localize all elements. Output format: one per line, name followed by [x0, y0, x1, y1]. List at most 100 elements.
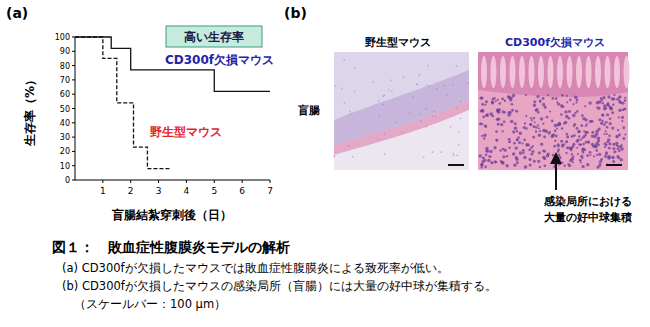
neutrophil-dot	[483, 137, 485, 139]
neutrophil-dot	[582, 143, 585, 146]
neutrophil-dot	[504, 99, 506, 101]
neutrophil-dot	[489, 150, 492, 153]
neutrophil-dot	[577, 153, 579, 155]
neutrophil-dot	[551, 120, 554, 123]
neutrophil-dot	[519, 132, 522, 135]
neutrophil-dot	[605, 121, 608, 124]
annotation-box	[166, 26, 262, 47]
neutrophil-dot	[533, 104, 536, 107]
neutrophil-dot	[576, 127, 579, 130]
cell-dot	[468, 82, 470, 84]
crypt	[519, 56, 525, 88]
neutrophil-dot	[572, 103, 574, 105]
neutrophil-dot	[546, 116, 549, 119]
neutrophil-dot	[593, 155, 595, 157]
neutrophil-dot	[572, 114, 576, 118]
neutrophil-dot	[515, 146, 518, 149]
neutrophil-dot	[533, 160, 536, 163]
neutrophil-dot	[618, 116, 620, 118]
neutrophil-dot	[591, 120, 594, 123]
neutrophil-dot	[515, 110, 518, 113]
y-tick	[72, 151, 75, 152]
neutrophil-dot	[568, 110, 571, 113]
neutrophil-dot	[554, 129, 557, 132]
scale-bar	[606, 164, 622, 166]
neutrophil-dot	[482, 115, 485, 118]
neutrophil-dot	[609, 117, 612, 120]
neutrophil-dot	[549, 111, 551, 113]
cell-dot	[458, 144, 460, 146]
x-tick-label: 6	[239, 186, 245, 196]
neutrophil-dot	[611, 111, 614, 114]
cell-dot	[416, 84, 418, 86]
cell-dot	[460, 118, 462, 120]
neutrophil-dot	[534, 121, 536, 123]
crypt	[529, 56, 535, 88]
neutrophil-dot	[556, 127, 558, 129]
neutrophil-dot	[528, 158, 531, 161]
cell-dot	[333, 156, 335, 158]
neutrophil-dot	[576, 140, 579, 143]
neutrophil-dot	[603, 133, 605, 135]
cell-dot	[384, 153, 386, 155]
neutrophil-dot	[530, 123, 532, 125]
neutrophil-dot	[598, 118, 601, 121]
neutrophil-dot	[605, 130, 607, 132]
neutrophil-dot	[500, 160, 503, 163]
neutrophil-dot	[508, 141, 510, 143]
cell-dot	[432, 115, 434, 117]
panel-label: (a)	[6, 5, 28, 21]
y-tick	[72, 94, 75, 95]
neutrophil-dot	[569, 147, 571, 149]
neutrophil-dot	[484, 165, 487, 168]
neutrophil-dot	[570, 149, 572, 151]
cell-dot	[378, 115, 380, 117]
crypt	[614, 56, 620, 88]
neutrophil-dot	[568, 164, 571, 167]
neutrophil-dot	[531, 150, 534, 153]
neutrophil-dot	[499, 149, 501, 151]
neutrophil-dot	[581, 137, 583, 139]
neutrophil-dot	[511, 103, 514, 106]
cell-dot	[409, 113, 411, 115]
neutrophil-dot	[564, 121, 567, 124]
neutrophil-dot	[603, 123, 606, 126]
neutrophil-dot	[585, 131, 588, 134]
neutrophil-dot	[493, 97, 495, 99]
neutrophil-dot	[598, 153, 601, 156]
crypt	[548, 56, 554, 88]
annotation: 大量の好中球集積	[544, 211, 632, 224]
cell-dot	[388, 89, 390, 91]
x-tick-label: 3	[156, 186, 162, 196]
neutrophil-dot	[557, 123, 561, 127]
neutrophil-dot	[579, 159, 581, 161]
neutrophil-dot	[540, 117, 543, 120]
neutrophil-dot	[519, 151, 523, 155]
neutrophil-dot	[611, 126, 614, 129]
neutrophil-dot	[483, 159, 486, 162]
y-tick-label: 40	[60, 119, 70, 128]
neutrophil-dot	[480, 163, 483, 166]
neutrophil-dot	[557, 143, 560, 146]
neutrophil-dot	[522, 152, 524, 154]
neutrophil-dot	[578, 135, 580, 137]
neutrophil-dot	[612, 143, 615, 146]
neutrophil-dot	[588, 101, 591, 104]
neutrophil-dot	[529, 164, 532, 167]
neutrophil-dot	[598, 100, 601, 103]
cell-dot	[348, 145, 350, 147]
cell-dot	[427, 65, 429, 67]
cell-dot	[433, 111, 435, 113]
neutrophil-dot	[604, 146, 606, 148]
neutrophil-dot	[501, 97, 504, 100]
neutrophil-dot	[542, 150, 544, 152]
neutrophil-dot	[616, 135, 619, 138]
neutrophil-dot	[613, 94, 615, 96]
neutrophil-dot	[560, 140, 563, 143]
neutrophil-dot	[575, 101, 577, 103]
neutrophil-dot	[502, 110, 505, 113]
neutrophil-dot	[543, 165, 546, 168]
neutrophil-dot	[523, 126, 526, 129]
histology-image	[334, 52, 469, 170]
x-tick	[214, 180, 215, 183]
